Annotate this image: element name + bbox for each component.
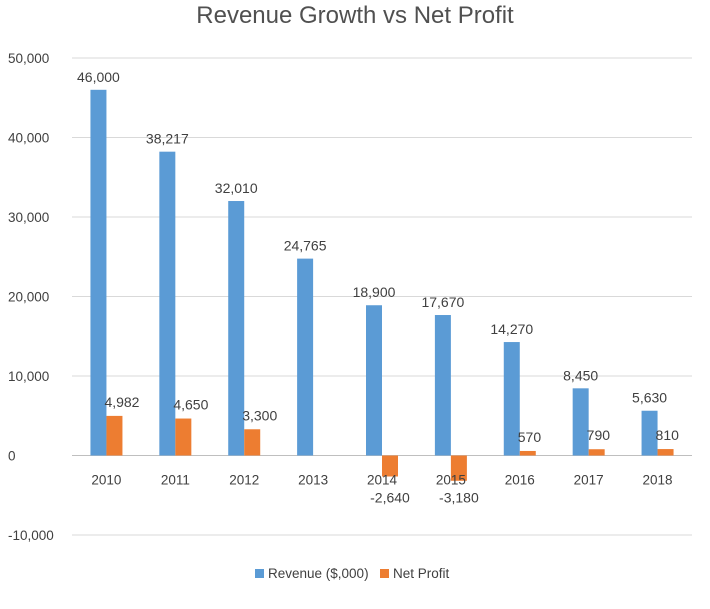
revenue-data-label: 14,270 bbox=[490, 321, 533, 337]
revenue-bar bbox=[503, 342, 520, 456]
x-tick-label: 2011 bbox=[161, 473, 190, 488]
chart-title: Revenue Growth vs Net Profit bbox=[196, 2, 514, 29]
net-profit-bar bbox=[450, 455, 467, 481]
y-axis-ticks: -10,000 0 10,000 20,000 30,000 40,000 50,000 bbox=[8, 51, 54, 543]
x-axis-ticks: 2010 2011 2012 2013 2014 2015 2016 2017 2018 bbox=[91, 473, 672, 488]
bars bbox=[90, 89, 674, 481]
legend-swatch bbox=[380, 569, 389, 578]
revenue-bar bbox=[641, 410, 658, 456]
y-tick-label: 20,000 bbox=[8, 290, 49, 305]
net-profit-bar bbox=[657, 449, 674, 456]
y-tick-label: 10,000 bbox=[8, 369, 49, 384]
legend-label: Net Profit bbox=[393, 566, 450, 581]
revenue-data-label: 18,900 bbox=[353, 284, 396, 300]
revenue-data-label: 5,630 bbox=[632, 390, 667, 406]
net-profit-bar bbox=[106, 415, 123, 456]
net-profit-data-label: -2,640 bbox=[370, 490, 410, 506]
net-profit-data-label: 570 bbox=[518, 429, 542, 445]
revenue-bar bbox=[366, 305, 382, 456]
net-profit-data-label: 4,982 bbox=[104, 394, 139, 410]
revenue-bar bbox=[159, 151, 176, 456]
net-profit-data-label: 3,300 bbox=[242, 407, 277, 423]
x-tick-label: 2012 bbox=[229, 473, 259, 488]
net-profit-data-label: -3,180 bbox=[439, 490, 479, 506]
net-profit-bar bbox=[382, 455, 398, 477]
net-profit-data-label: 4,650 bbox=[173, 397, 208, 413]
x-tick-label: 2018 bbox=[643, 473, 673, 488]
revenue-bar bbox=[572, 388, 589, 456]
net-profit-bar bbox=[588, 449, 605, 456]
legend-label: Revenue ($,000) bbox=[268, 566, 369, 581]
x-tick-label: 2017 bbox=[574, 473, 604, 488]
revenue-bar bbox=[434, 315, 451, 456]
net-profit-bar bbox=[175, 418, 192, 456]
legend: Revenue ($,000) Net Profit bbox=[255, 566, 450, 581]
revenue-data-label: 32,010 bbox=[215, 180, 258, 196]
y-tick-label: 50,000 bbox=[8, 51, 49, 66]
x-tick-label: 2016 bbox=[505, 473, 535, 488]
data-labels: 46,000 38,217 32,010 24,765 18,900 17,670 14,2… bbox=[77, 69, 679, 506]
y-tick-label: -10,000 bbox=[8, 528, 54, 543]
revenue-bar bbox=[90, 89, 107, 456]
net-profit-data-label: 810 bbox=[656, 427, 680, 443]
x-tick-label: 2013 bbox=[298, 473, 328, 488]
revenue-data-label: 17,670 bbox=[421, 294, 464, 310]
revenue-bar bbox=[228, 201, 245, 456]
net-profit-bar bbox=[244, 429, 261, 456]
revenue-data-label: 46,000 bbox=[77, 69, 120, 85]
legend-swatch bbox=[255, 569, 264, 578]
revenue-bar bbox=[297, 258, 314, 456]
x-tick-label: 2015 bbox=[436, 473, 466, 488]
x-tick-label: 2010 bbox=[91, 473, 121, 488]
net-profit-data-label: 790 bbox=[587, 427, 611, 443]
net-profit-bar bbox=[519, 450, 536, 456]
revenue-data-label: 38,217 bbox=[146, 131, 189, 147]
y-tick-label: 30,000 bbox=[8, 210, 49, 225]
y-tick-label: 40,000 bbox=[8, 131, 49, 146]
revenue-data-label: 24,765 bbox=[284, 238, 327, 254]
revenue-data-label: 8,450 bbox=[563, 367, 598, 383]
y-tick-label: 0 bbox=[8, 449, 16, 464]
x-tick-label: 2014 bbox=[367, 473, 398, 488]
